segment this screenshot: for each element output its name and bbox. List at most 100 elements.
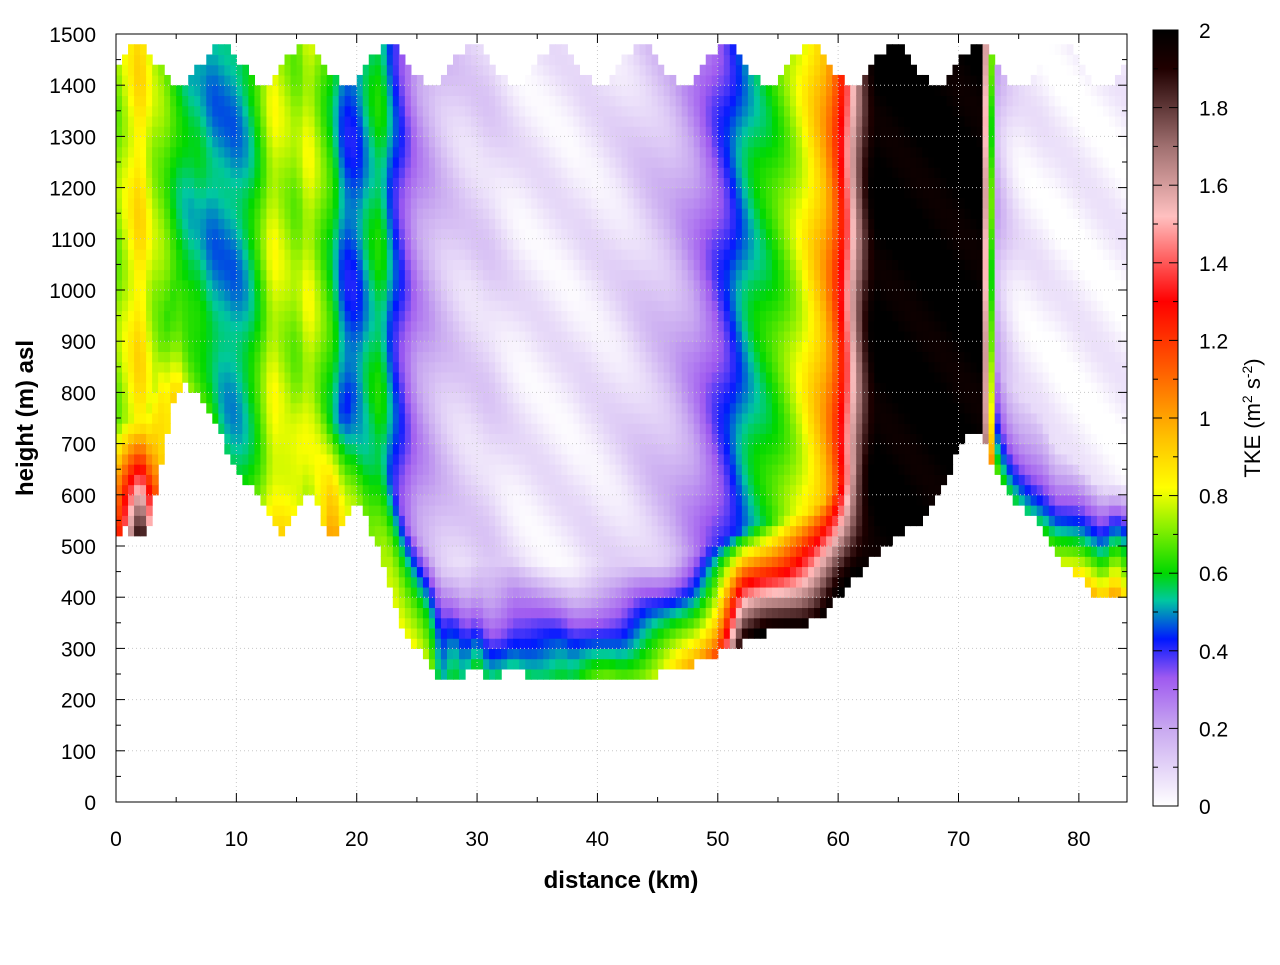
heatmap-cell [224,95,231,107]
heatmap-cell [128,371,135,383]
heatmap-cell [410,597,418,609]
heatmap-cell [699,412,707,424]
heatmap-cell [386,546,394,557]
heatmap-cell [597,361,605,373]
heatmap-cell [284,433,292,445]
heatmap-cell [603,156,611,168]
heatmap-cell [260,156,268,168]
heatmap-cell [266,464,274,475]
heatmap-cell [651,146,659,158]
heatmap-cell [404,566,412,578]
heatmap-cell [434,320,442,332]
heatmap-cell [440,464,448,475]
heatmap-cell [585,423,593,434]
heatmap-cell [699,627,707,639]
heatmap-cell [158,330,165,342]
heatmap-cell [603,177,611,189]
heatmap-cell [446,300,454,312]
heatmap-cell [308,269,316,281]
heatmap-cell [416,464,424,475]
heatmap-cell [284,238,292,250]
heatmap-cell [128,515,135,527]
heatmap-cell [699,105,707,117]
heatmap-cell [434,484,442,496]
heatmap-cell [513,433,520,445]
heatmap-cell [651,54,659,66]
heatmap-cell [248,341,256,353]
heatmap-cell [465,371,472,383]
heatmap-cell [278,443,286,455]
heatmap-cell [188,146,195,158]
heatmap-cell [591,177,599,189]
heatmap-cell [645,54,653,66]
heatmap-cell [465,392,472,404]
heatmap-cell [212,218,219,230]
heatmap-cell [477,382,484,393]
heatmap-cell [368,484,376,496]
heatmap-cell [465,484,472,496]
heatmap-cell [446,576,454,588]
heatmap-cell [398,464,406,475]
heatmap-cell [404,269,412,281]
heatmap-cell [687,658,695,670]
heatmap-cell [332,453,340,465]
heatmap-cell [519,576,526,588]
heatmap-cell [609,464,617,475]
heatmap-cell [290,402,298,414]
heatmap-cell [284,249,292,260]
heatmap-cell [212,54,219,66]
heatmap-cell [422,443,430,455]
heatmap-cell [194,320,201,332]
heatmap-cell [152,187,159,199]
heatmap-cell [440,658,448,670]
heatmap-cell [495,341,502,353]
heatmap-cell [639,126,647,137]
heatmap-cell [465,238,472,250]
heatmap-cell [591,597,599,609]
heatmap-cell [296,361,304,373]
heatmap-cell [513,617,520,629]
heatmap-cell [525,474,532,486]
heatmap-cell [290,382,298,393]
heatmap-cell [428,607,436,619]
heatmap-cell [555,259,562,271]
heatmap-cell [296,238,304,250]
heatmap-cell [453,494,460,506]
heatmap-cell [380,330,388,342]
heatmap-cell [326,218,334,230]
heatmap-cell [615,85,623,97]
heatmap-cell [681,136,689,148]
heatmap-cell [326,484,334,496]
heatmap-cell [356,259,364,271]
heatmap-cell [368,464,376,475]
heatmap-cell [675,535,683,547]
heatmap-cell [471,505,478,516]
heatmap-cell [525,136,532,148]
heatmap-cell [278,197,286,209]
heatmap-cell [525,95,532,107]
heatmap-cell [639,443,647,455]
heatmap-cell [134,115,141,127]
heatmap-cell [657,74,665,86]
heatmap-cell [188,228,195,240]
heatmap-cell [675,658,683,670]
heatmap-cell [519,607,526,619]
heatmap-cell [537,290,544,301]
heatmap-cell [116,249,123,260]
heatmap-cell [699,341,707,353]
heatmap-cell [290,320,298,332]
heatmap-cell [398,136,406,148]
heatmap-cell [128,197,135,209]
heatmap-cell [537,597,544,609]
heatmap-cell [338,126,346,137]
heatmap-cell [585,310,593,322]
heatmap-cell [483,668,490,680]
heatmap-cell [290,259,298,271]
heatmap-cell [320,136,328,148]
heatmap-cell [579,249,586,260]
heatmap-cell [290,105,298,117]
heatmap-cell [392,586,400,598]
heatmap-cell [374,259,382,271]
heatmap-cell [477,576,484,588]
heatmap-cell [236,208,243,219]
